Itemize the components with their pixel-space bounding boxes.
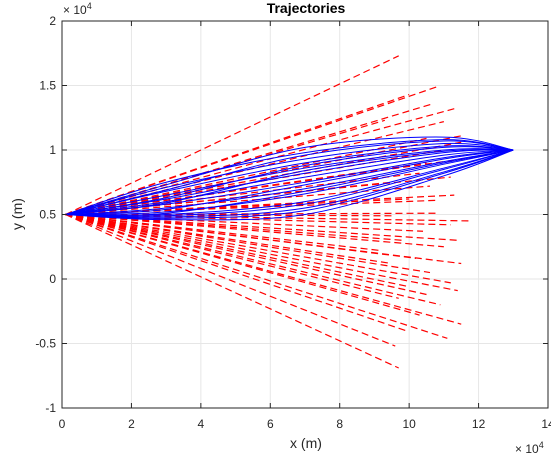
red-dashed-trajectory bbox=[65, 213, 462, 265]
red-dashed-trajectory bbox=[65, 213, 406, 332]
red-dashed-trajectory bbox=[65, 213, 458, 292]
blue-trajectory bbox=[65, 148, 514, 215]
red-dashed-trajectory bbox=[65, 213, 382, 252]
plot-area bbox=[65, 55, 514, 369]
blue-trajectory bbox=[65, 149, 514, 218]
red-dashed-trajectory bbox=[65, 213, 399, 369]
ticks bbox=[61, 20, 549, 409]
blue-trajectory bbox=[65, 149, 514, 215]
blue-trajectory bbox=[65, 149, 514, 216]
x-tick-label: 2 bbox=[128, 417, 135, 431]
blue-trajectory bbox=[65, 146, 514, 215]
red-dashed-trajectory bbox=[65, 213, 396, 347]
x-tick-label: 4 bbox=[198, 417, 205, 431]
x-exponent-base: × 10 bbox=[515, 442, 539, 456]
x-tick-label: 6 bbox=[267, 417, 274, 431]
blue-trajectory bbox=[65, 140, 514, 215]
red-dashed-trajectory bbox=[65, 102, 434, 216]
red-dashed-trajectory bbox=[65, 213, 441, 306]
blue-trajectory bbox=[65, 145, 514, 215]
blue-trajectory bbox=[65, 149, 514, 221]
red-dashed-trajectory bbox=[65, 137, 427, 216]
svg-text:× 104: × 104 bbox=[515, 440, 544, 456]
blue-trajectory bbox=[65, 148, 514, 215]
red-dashed-trajectory bbox=[65, 213, 410, 288]
y-exponent-power: 4 bbox=[87, 1, 92, 11]
y-exponent-label: × 104 bbox=[63, 1, 92, 17]
blue-trajectory bbox=[65, 149, 514, 215]
y-tick-label: 1.5 bbox=[39, 79, 56, 93]
y-axis-label: y (m) bbox=[9, 198, 25, 230]
y-tick-label: 0.5 bbox=[39, 208, 56, 222]
x-tick-label: 12 bbox=[472, 417, 486, 431]
red-dashed-trajectory bbox=[65, 213, 462, 325]
x-exponent-power: 4 bbox=[539, 440, 544, 450]
y-tick-label: 2 bbox=[49, 14, 56, 28]
blue-trajectory bbox=[65, 149, 514, 219]
red-dashed-trajectory bbox=[65, 213, 427, 296]
red-dashed-trajectory bbox=[65, 194, 455, 216]
red-dashed-trajectory bbox=[65, 121, 445, 216]
red-dashed-trajectory bbox=[65, 213, 431, 274]
red-dashed-trajectory bbox=[65, 55, 399, 216]
red-dashed-trajectory bbox=[65, 213, 451, 226]
y-exponent-base: × 10 bbox=[63, 3, 87, 17]
x-tick-label: 0 bbox=[59, 417, 66, 431]
y-tick-label: -1 bbox=[45, 401, 56, 415]
blue-trajectory bbox=[65, 142, 514, 215]
y-tick-label: 0 bbox=[49, 272, 56, 286]
red-dashed-trajectory bbox=[65, 185, 431, 216]
y-tick-label: 1 bbox=[49, 143, 56, 157]
y-tick-label: -0.5 bbox=[35, 337, 56, 351]
x-axis-label: x (m) bbox=[290, 435, 322, 451]
red-dashed-trajectory bbox=[65, 213, 444, 248]
blue-trajectory bbox=[65, 149, 514, 217]
svg-text:× 104: × 104 bbox=[63, 1, 92, 17]
red-dashed-trajectory bbox=[65, 157, 472, 216]
red-dashed-trajectory bbox=[65, 213, 448, 339]
x-tick-label: 14 bbox=[541, 417, 551, 431]
red-dashed-trajectory bbox=[65, 141, 462, 216]
chart-title: Trajectories bbox=[267, 0, 346, 16]
blue-trajectory bbox=[65, 149, 514, 215]
x-exponent-label: × 104 bbox=[515, 440, 544, 456]
tick-labels: 0 2 4 6 8 10 12 14 -1 -0.5 0 0.5 1 1.5 2 bbox=[35, 14, 551, 431]
blue-trajectory bbox=[65, 136, 514, 215]
red-dashed-trajectory bbox=[65, 93, 410, 216]
x-tick-label: 10 bbox=[402, 417, 416, 431]
blue-trajectory bbox=[65, 139, 514, 215]
x-tick-label: 8 bbox=[336, 417, 343, 431]
blue-trajectory bbox=[65, 149, 514, 215]
blue-trajectory bbox=[65, 149, 514, 215]
